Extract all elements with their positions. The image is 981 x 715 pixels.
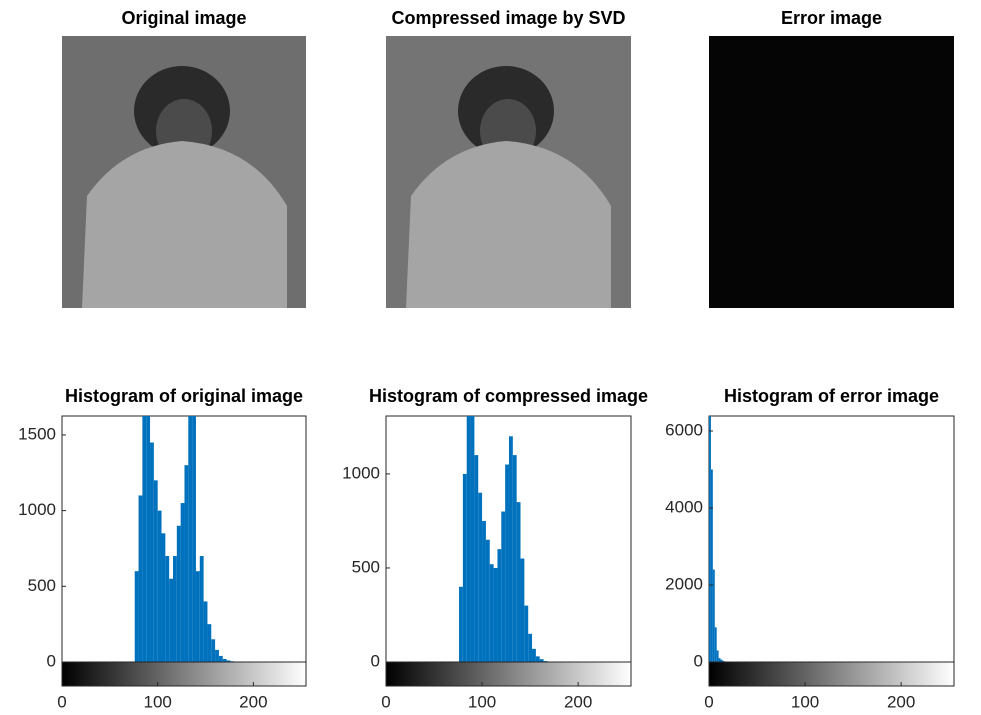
bar — [497, 549, 502, 662]
colorbar — [385, 661, 632, 687]
x-tick-label: 100 — [143, 692, 171, 711]
bar — [153, 480, 158, 662]
bar — [470, 416, 475, 662]
bar — [218, 655, 223, 662]
x-tick-label: 0 — [381, 692, 390, 711]
bar — [712, 569, 715, 662]
image-title: Compressed image by SVD — [391, 8, 625, 28]
bar — [485, 539, 490, 662]
image-title: Original image — [121, 8, 246, 28]
y-tick-label: 4000 — [665, 497, 703, 516]
bar — [501, 511, 506, 662]
bar — [710, 469, 713, 662]
bar — [466, 416, 471, 662]
bar — [134, 571, 139, 662]
colorbar — [708, 661, 955, 687]
bar — [528, 633, 533, 662]
bar — [222, 658, 227, 662]
bar — [493, 567, 498, 662]
y-tick-label: 0 — [47, 651, 56, 670]
y-tick-label: 1000 — [18, 500, 56, 519]
plot-area — [708, 415, 955, 663]
chart-title: Histogram of compressed image — [369, 386, 648, 406]
bar — [150, 442, 154, 662]
bar — [226, 660, 231, 662]
bar — [520, 558, 525, 662]
y-tick-label: 6000 — [665, 420, 703, 439]
x-tick-label: 200 — [564, 692, 592, 711]
bar — [165, 556, 170, 662]
bar — [714, 627, 717, 662]
bar — [512, 455, 517, 662]
bar — [535, 656, 540, 662]
bar — [709, 416, 711, 662]
bar — [195, 571, 200, 662]
y-tick-label: 1500 — [18, 424, 56, 443]
bar — [482, 520, 486, 662]
chart-title: Histogram of original image — [65, 386, 303, 406]
y-tick-label: 0 — [694, 651, 703, 670]
bar — [508, 436, 513, 662]
bar — [459, 586, 463, 662]
bar — [161, 533, 166, 662]
bar — [722, 660, 725, 662]
y-tick-label: 1000 — [342, 463, 380, 482]
y-tick-label: 500 — [28, 576, 56, 595]
bar — [203, 601, 208, 662]
bar — [716, 650, 719, 662]
x-tick-label: 200 — [887, 692, 915, 711]
y-tick-label: 500 — [352, 557, 380, 576]
bar — [172, 556, 177, 662]
bar — [474, 455, 479, 662]
image — [709, 36, 954, 308]
x-tick-label: 0 — [704, 692, 713, 711]
x-tick-label: 100 — [468, 692, 496, 711]
bar — [478, 492, 483, 662]
bar — [169, 578, 173, 662]
y-tick-label: 2000 — [665, 574, 703, 593]
bar — [215, 649, 219, 662]
y-tick-label: 0 — [371, 651, 380, 670]
bar — [199, 556, 204, 662]
bar — [532, 648, 536, 662]
bar — [138, 495, 143, 662]
bar — [157, 510, 162, 662]
bar — [188, 416, 193, 662]
bar — [184, 465, 189, 662]
bar — [516, 502, 521, 662]
image-title: Error image — [781, 8, 882, 28]
bar — [142, 416, 147, 662]
colorbar — [61, 661, 307, 687]
bar — [505, 464, 509, 662]
bar — [462, 473, 467, 662]
bar — [489, 564, 494, 662]
image-shape — [82, 141, 287, 308]
bar — [180, 503, 185, 662]
x-tick-label: 100 — [791, 692, 819, 711]
chart-title: Histogram of error image — [724, 386, 939, 406]
image-shape — [406, 141, 611, 308]
x-tick-label: 0 — [57, 692, 66, 711]
bar — [192, 416, 196, 662]
bar — [211, 639, 216, 662]
bar — [720, 659, 723, 662]
bar — [146, 416, 151, 662]
bar — [718, 658, 721, 662]
bar — [207, 624, 212, 662]
x-tick-label: 200 — [239, 692, 267, 711]
bar — [524, 605, 529, 662]
bar — [176, 525, 181, 662]
bar — [539, 659, 544, 662]
